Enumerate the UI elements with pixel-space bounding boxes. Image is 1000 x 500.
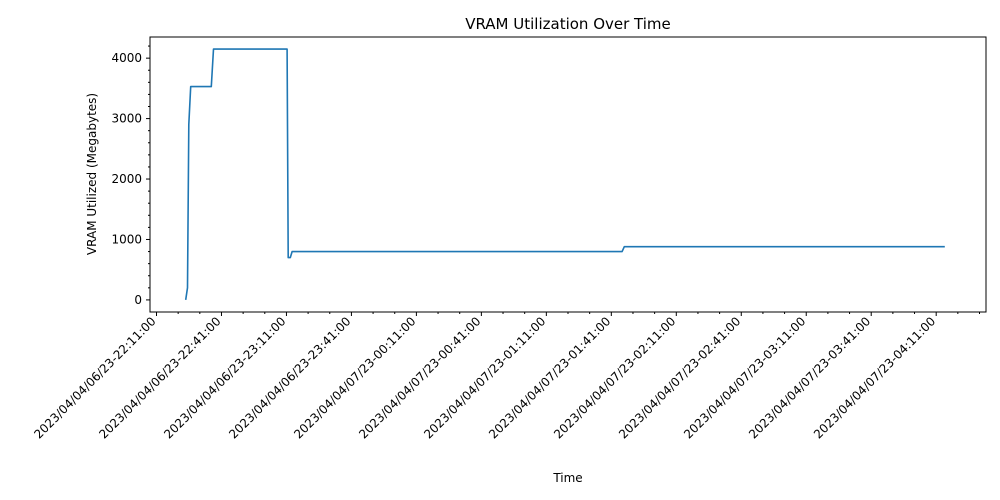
x-tick-label: 2023/04/04/07/23-00:41:00 xyxy=(356,314,483,441)
x-tick-label: 2023/04/04/07/23-00:11:00 xyxy=(291,314,418,441)
x-tick-label: 2023/04/04/07/23-03:41:00 xyxy=(746,314,873,441)
x-tick-label: 2023/04/04/06/23-22:41:00 xyxy=(96,314,223,441)
plot-area: 0 1000 2000 3000 4000 2023/04/04/06/23-22:11:… xyxy=(31,36,987,442)
plot-frame xyxy=(149,36,987,313)
y-axis-label: VRAM Utilized (Megabytes) xyxy=(85,93,99,255)
x-tick-label: 2023/04/04/06/23-22:11:00 xyxy=(31,314,158,441)
x-tick-label: 2023/04/04/06/23-23:41:00 xyxy=(226,314,353,441)
y-tick-label: 3000 xyxy=(111,112,142,126)
x-tick-label: 2023/04/04/07/23-01:11:00 xyxy=(421,314,548,441)
x-tick-label: 2023/04/04/07/23-04:11:00 xyxy=(811,314,938,441)
x-tick-label: 2023/04/04/07/23-02:11:00 xyxy=(551,314,678,441)
x-axis-label: Time xyxy=(552,471,582,485)
y-tick-label: 0 xyxy=(134,293,142,307)
chart-title: VRAM Utilization Over Time xyxy=(465,15,671,33)
x-tick-label: 2023/04/04/07/23-02:41:00 xyxy=(616,314,743,441)
y-tick-label: 2000 xyxy=(111,172,142,186)
x-tick-label: 2023/04/04/07/23-03:11:00 xyxy=(681,314,808,441)
series-line xyxy=(184,48,945,301)
x-tick-label: 2023/04/04/07/23-01:41:00 xyxy=(486,314,613,441)
x-tick-label: 2023/04/04/06/23-23:11:00 xyxy=(161,314,288,441)
y-tick-label: 1000 xyxy=(111,232,142,246)
y-tick-label: 4000 xyxy=(111,51,142,65)
